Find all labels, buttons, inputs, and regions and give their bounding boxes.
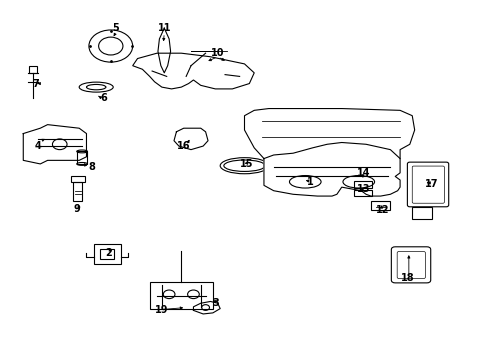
Bar — [353, 190, 372, 196]
Text: 10: 10 — [211, 48, 224, 58]
Text: 17: 17 — [424, 179, 438, 189]
Text: 11: 11 — [157, 23, 171, 33]
Text: 18: 18 — [400, 273, 413, 283]
Bar — [77, 152, 87, 164]
Text: 12: 12 — [376, 205, 389, 215]
Text: 9: 9 — [73, 203, 80, 213]
Bar — [370, 202, 389, 210]
Bar — [100, 249, 114, 259]
Text: 7: 7 — [32, 78, 39, 89]
Text: 3: 3 — [211, 298, 218, 308]
Text: 8: 8 — [88, 162, 95, 172]
Text: 2: 2 — [105, 248, 111, 258]
Text: 14: 14 — [356, 168, 369, 178]
Text: 5: 5 — [112, 23, 119, 33]
Bar — [29, 66, 37, 73]
Bar — [411, 207, 431, 219]
Text: 19: 19 — [155, 305, 168, 315]
Bar — [71, 176, 84, 182]
Bar — [149, 282, 212, 309]
Bar — [353, 181, 372, 188]
Text: 4: 4 — [35, 141, 41, 151]
Text: 6: 6 — [100, 93, 107, 103]
Polygon shape — [264, 143, 399, 196]
Text: 1: 1 — [306, 177, 313, 187]
Bar — [94, 244, 120, 264]
Bar — [73, 182, 82, 202]
Polygon shape — [244, 109, 414, 158]
Text: 16: 16 — [177, 141, 190, 151]
Text: 15: 15 — [240, 159, 253, 169]
Text: 13: 13 — [356, 184, 369, 194]
